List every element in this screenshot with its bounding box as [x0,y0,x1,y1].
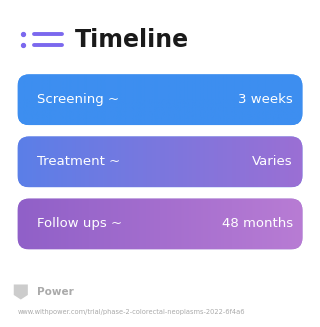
Polygon shape [14,284,28,300]
Text: Screening ~: Screening ~ [37,93,119,106]
Text: 48 months: 48 months [222,217,293,231]
Text: 3 weeks: 3 weeks [238,93,293,106]
Text: Power: Power [37,287,74,297]
Text: Follow ups ~: Follow ups ~ [37,217,122,231]
FancyBboxPatch shape [18,198,302,249]
FancyBboxPatch shape [18,75,302,125]
Text: Treatment ~: Treatment ~ [37,155,120,168]
Text: www.withpower.com/trial/phase-2-colorectal-neoplasms-2022-6f4a6: www.withpower.com/trial/phase-2-colorect… [18,309,245,315]
Text: Varies: Varies [252,155,293,168]
Text: Timeline: Timeline [75,27,189,52]
FancyBboxPatch shape [18,137,302,187]
